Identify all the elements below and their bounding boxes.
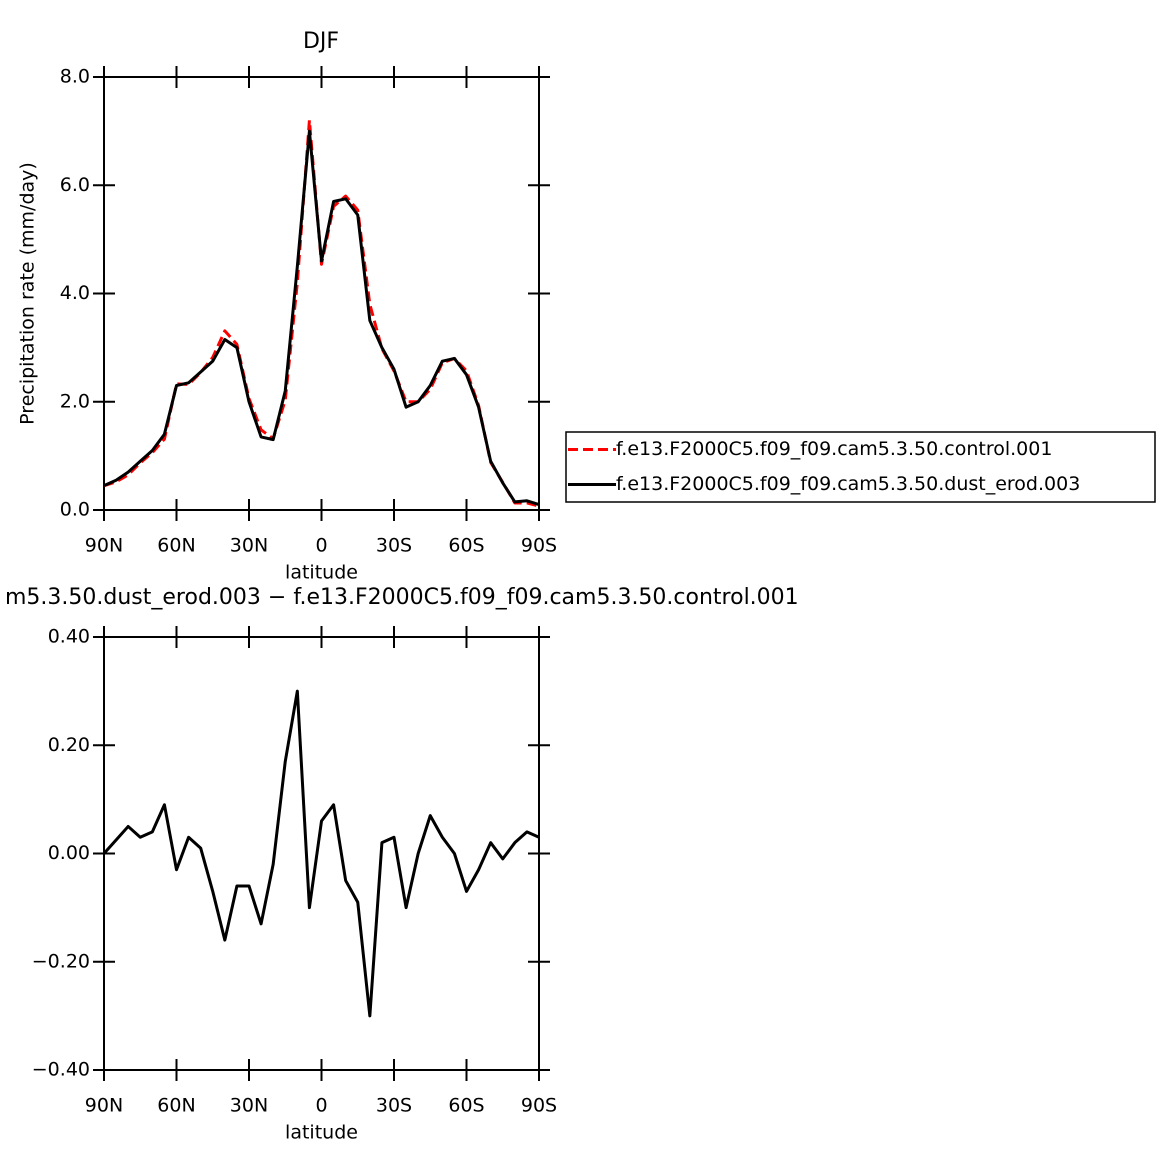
y-tick-label: 0.00 bbox=[48, 842, 90, 864]
y-tick-label: −0.40 bbox=[32, 1059, 90, 1081]
x-tick-label: 90S bbox=[521, 535, 557, 557]
y-tick-label: 6.0 bbox=[60, 174, 90, 196]
y-tick-label: 8.0 bbox=[60, 66, 90, 88]
x-tick-label: 30N bbox=[230, 535, 268, 557]
x-tick-label: 60S bbox=[448, 1095, 484, 1117]
chart-title: DJF bbox=[303, 29, 339, 54]
x-tick-label: 0 bbox=[315, 1095, 327, 1117]
x-tick-label: 90N bbox=[85, 535, 123, 557]
x-tick-label: 30S bbox=[376, 1095, 412, 1117]
y-tick-label: −0.20 bbox=[32, 950, 90, 972]
data-line bbox=[103, 129, 540, 507]
x-tick-label: 60N bbox=[157, 1095, 195, 1117]
x-axis-label: latitude bbox=[285, 562, 358, 584]
x-tick-label: 30S bbox=[376, 535, 412, 557]
plot-frame bbox=[103, 636, 540, 1071]
x-tick-label: 60N bbox=[157, 535, 195, 557]
y-tick-label: 0.40 bbox=[48, 626, 90, 648]
x-tick-label: 90N bbox=[85, 1095, 123, 1117]
y-tick-label: 0.0 bbox=[60, 499, 90, 521]
y-tick-label: 2.0 bbox=[60, 390, 90, 412]
legend-label: f.e13.F2000C5.f09_f09.cam5.3.50.control.… bbox=[616, 438, 1052, 460]
data-line bbox=[102, 689, 540, 1018]
y-tick-label: 4.0 bbox=[60, 282, 90, 304]
x-tick-label: 90S bbox=[521, 1095, 557, 1117]
data-line bbox=[103, 118, 540, 508]
chart-title: m5.3.50.dust_erod.003 − f.e13.F2000C5.f0… bbox=[5, 585, 799, 610]
plot-frame bbox=[103, 76, 540, 511]
legend-label: f.e13.F2000C5.f09_f09.cam5.3.50.dust_ero… bbox=[616, 473, 1080, 495]
x-tick-label: 30N bbox=[230, 1095, 268, 1117]
y-tick-label: 0.20 bbox=[48, 734, 90, 756]
x-tick-label: 60S bbox=[448, 535, 484, 557]
legend-box bbox=[565, 431, 1156, 503]
y-axis-label: Precipitation rate (mm/day) bbox=[17, 162, 39, 425]
x-axis-label: latitude bbox=[285, 1122, 358, 1144]
x-tick-label: 0 bbox=[315, 535, 327, 557]
